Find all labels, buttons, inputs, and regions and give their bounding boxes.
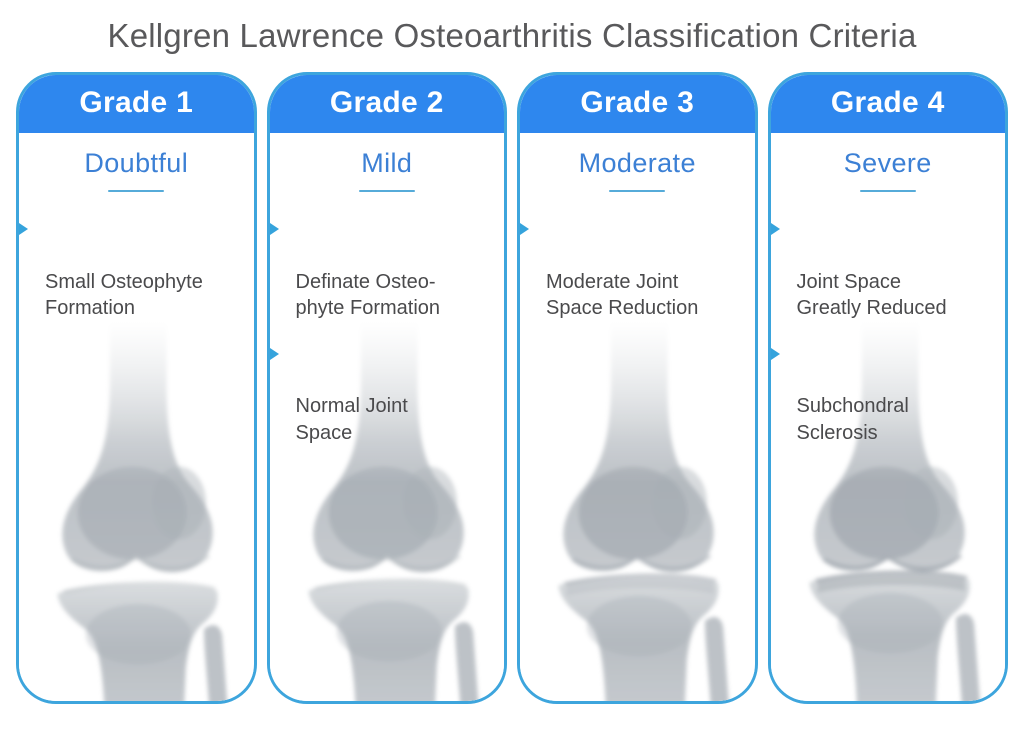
grade-4-card: Grade 4 Severe Joint Space Greatly Reduc… bbox=[767, 72, 1008, 704]
grade-cards-row: Grade 1 Doubtful Small Osteophyte Format… bbox=[0, 72, 1024, 704]
grade-4-header: Grade 4 bbox=[770, 75, 1006, 133]
grade-3-card: Grade 3 Moderate Moderate Joint Space Re… bbox=[517, 72, 758, 704]
grade-1-card: Grade 1 Doubtful Small Osteophyte Format… bbox=[16, 72, 257, 704]
grade-2-label: Grade 2 bbox=[329, 85, 444, 119]
triangle-right-icon bbox=[269, 221, 279, 237]
grade-3-findings-list: Moderate Joint Space Reduction bbox=[519, 216, 755, 322]
triangle-right-icon bbox=[519, 221, 529, 237]
knee-xray-image bbox=[269, 321, 504, 701]
grade-2-card: Grade 2 Mild Definate Osteo- phyte Forma… bbox=[266, 72, 507, 704]
grade-1-label: Grade 1 bbox=[79, 85, 194, 119]
grade-2-severity-label: Mild bbox=[361, 148, 413, 178]
finding-item: Subchondral Sclerosis bbox=[770, 341, 1006, 447]
severity-underline bbox=[358, 190, 415, 192]
finding-text: Normal Joint Space bbox=[295, 395, 408, 444]
grade-1-severity-label: Doubtful bbox=[84, 148, 189, 178]
finding-item: Small Osteophyte Formation bbox=[18, 216, 254, 322]
finding-item: Joint Space Greatly Reduced bbox=[770, 216, 1006, 322]
grade-4-label: Grade 4 bbox=[830, 85, 945, 119]
grade-2-header: Grade 2 bbox=[269, 75, 505, 133]
grade-3-header: Grade 3 bbox=[519, 75, 755, 133]
finding-item: Moderate Joint Space Reduction bbox=[519, 216, 755, 322]
severity-underline bbox=[859, 190, 916, 192]
severity-underline bbox=[609, 190, 666, 192]
finding-text: Definate Osteo- phyte Formation bbox=[295, 270, 441, 320]
knee-xray-image bbox=[19, 321, 254, 701]
finding-text: Moderate Joint Space Reduction bbox=[546, 270, 699, 320]
grade-4-findings-list: Joint Space Greatly Reduced Subchondral … bbox=[770, 216, 1006, 447]
grade-2-findings-list: Definate Osteo- phyte Formation Normal J… bbox=[269, 216, 505, 447]
knee-xray-image bbox=[520, 321, 755, 701]
page-title: Kellgren Lawrence Osteoarthritis Classif… bbox=[107, 17, 917, 54]
grade-1-findings-list: Small Osteophyte Formation bbox=[18, 216, 254, 322]
grade-3-severity-label: Moderate bbox=[578, 148, 696, 178]
triangle-right-icon bbox=[770, 345, 780, 362]
grade-4-severity-label: Severe bbox=[843, 148, 932, 178]
finding-text: Joint Space Greatly Reduced bbox=[796, 270, 947, 320]
triangle-right-icon bbox=[770, 221, 780, 237]
finding-text: Small Osteophyte Formation bbox=[45, 270, 203, 320]
knee-xray-image bbox=[770, 321, 1005, 701]
severity-underline bbox=[108, 190, 165, 192]
finding-item: Definate Osteo- phyte Formation bbox=[269, 216, 505, 322]
triangle-right-icon bbox=[269, 345, 279, 362]
finding-text: Subchondral Sclerosis bbox=[796, 395, 909, 444]
grade-3-label: Grade 3 bbox=[580, 85, 695, 119]
finding-item: Normal Joint Space bbox=[269, 341, 505, 447]
grade-1-header: Grade 1 bbox=[18, 75, 254, 133]
triangle-right-icon bbox=[18, 221, 28, 237]
